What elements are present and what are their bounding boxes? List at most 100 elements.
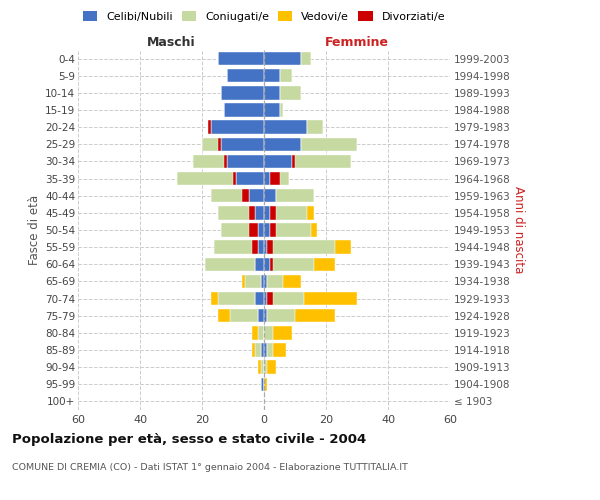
Bar: [264, 138, 301, 151]
Bar: [307, 206, 314, 220]
Bar: [261, 378, 264, 391]
Bar: [301, 138, 357, 151]
Bar: [267, 274, 283, 288]
Bar: [264, 189, 277, 202]
Bar: [264, 240, 267, 254]
Bar: [254, 344, 261, 356]
Text: Maschi: Maschi: [146, 36, 196, 49]
Bar: [264, 86, 280, 100]
Bar: [205, 258, 254, 271]
Bar: [248, 224, 258, 236]
Bar: [267, 292, 274, 306]
Bar: [218, 52, 264, 66]
Bar: [221, 138, 264, 151]
Bar: [251, 344, 254, 356]
Bar: [254, 258, 264, 271]
Bar: [264, 344, 267, 356]
Bar: [248, 206, 254, 220]
Bar: [264, 258, 270, 271]
Bar: [218, 309, 230, 322]
Bar: [267, 360, 277, 374]
Bar: [218, 206, 254, 220]
Bar: [264, 52, 301, 66]
Bar: [264, 378, 267, 391]
Bar: [251, 240, 258, 254]
Bar: [274, 326, 292, 340]
Bar: [211, 120, 264, 134]
Bar: [311, 224, 317, 236]
Bar: [335, 240, 351, 254]
Bar: [314, 258, 335, 271]
Text: COMUNE DI CREMIA (CO) - Dati ISTAT 1° gennaio 2004 - Elaborazione TUTTITALIA.IT: COMUNE DI CREMIA (CO) - Dati ISTAT 1° ge…: [12, 462, 408, 471]
Bar: [270, 224, 277, 236]
Bar: [248, 189, 264, 202]
Bar: [267, 240, 274, 254]
Bar: [274, 344, 286, 356]
Bar: [270, 206, 307, 220]
Bar: [254, 292, 264, 306]
Bar: [221, 86, 264, 100]
Y-axis label: Anni di nascita: Anni di nascita: [512, 186, 525, 274]
Bar: [270, 172, 289, 186]
Bar: [227, 154, 264, 168]
Bar: [221, 224, 258, 236]
Bar: [292, 154, 295, 168]
Bar: [267, 309, 295, 322]
Bar: [264, 120, 307, 134]
Bar: [264, 154, 292, 168]
Bar: [264, 326, 274, 340]
Bar: [264, 104, 280, 117]
Bar: [218, 292, 254, 306]
Bar: [251, 326, 258, 340]
Bar: [264, 224, 270, 236]
Bar: [233, 172, 236, 186]
Bar: [193, 154, 227, 168]
Bar: [254, 206, 264, 220]
Bar: [280, 86, 301, 100]
Bar: [270, 224, 311, 236]
Bar: [211, 292, 218, 306]
Bar: [264, 206, 270, 220]
Bar: [277, 189, 314, 202]
Bar: [264, 69, 280, 82]
Bar: [267, 344, 274, 356]
Bar: [270, 172, 280, 186]
Bar: [264, 172, 270, 186]
Bar: [214, 240, 258, 254]
Bar: [208, 120, 211, 134]
Bar: [177, 172, 236, 186]
Text: Popolazione per età, sesso e stato civile - 2004: Popolazione per età, sesso e stato civil…: [12, 432, 366, 446]
Bar: [261, 360, 264, 374]
Bar: [258, 240, 264, 254]
Bar: [245, 274, 261, 288]
Bar: [267, 292, 304, 306]
Bar: [280, 69, 292, 82]
Text: Femmine: Femmine: [325, 36, 389, 49]
Bar: [242, 189, 248, 202]
Bar: [258, 326, 264, 340]
Bar: [267, 240, 335, 254]
Bar: [202, 138, 221, 151]
Bar: [211, 189, 248, 202]
Bar: [283, 274, 301, 288]
Bar: [270, 258, 274, 271]
Bar: [236, 172, 264, 186]
Bar: [292, 154, 351, 168]
Bar: [270, 258, 314, 271]
Bar: [270, 206, 277, 220]
Bar: [307, 120, 323, 134]
Bar: [230, 309, 258, 322]
Bar: [258, 309, 264, 322]
Bar: [280, 104, 283, 117]
Bar: [304, 292, 357, 306]
Bar: [301, 52, 311, 66]
Bar: [224, 154, 227, 168]
Bar: [264, 309, 267, 322]
Bar: [264, 274, 267, 288]
Bar: [264, 360, 267, 374]
Bar: [258, 360, 261, 374]
Bar: [261, 274, 264, 288]
Bar: [295, 309, 335, 322]
Bar: [242, 274, 245, 288]
Bar: [218, 138, 221, 151]
